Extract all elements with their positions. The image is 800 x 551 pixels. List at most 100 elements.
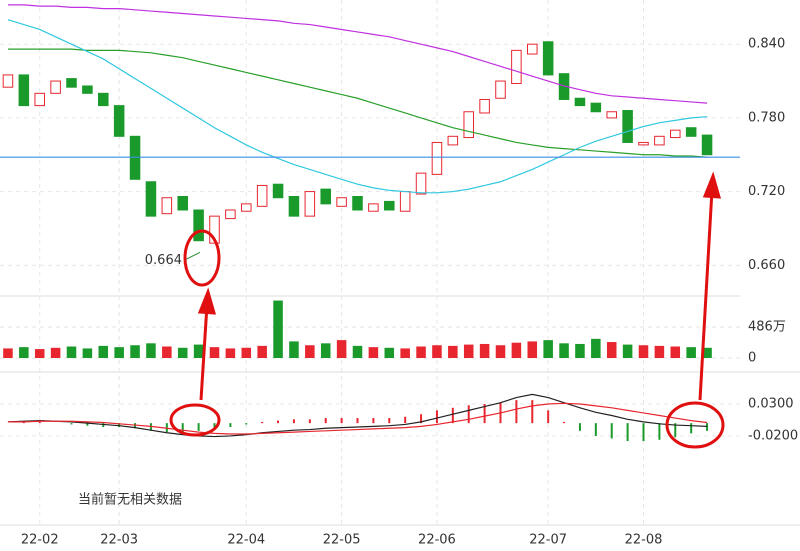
volume-bar: [479, 343, 490, 358]
x-tick-label: 22-02: [21, 533, 59, 548]
candle: [622, 110, 633, 143]
volume-bar: [416, 346, 426, 358]
candle: [606, 111, 617, 119]
x-tick-label: 22-03: [100, 533, 138, 548]
candle: [2, 74, 14, 88]
candle: [113, 105, 125, 137]
volume-bar: [606, 342, 617, 358]
candle: [447, 135, 459, 146]
volume-bar: [622, 344, 633, 358]
candle: [66, 78, 77, 88]
volume-bar: [114, 347, 124, 358]
candle: [463, 111, 474, 139]
candle: [256, 184, 268, 207]
volume-bar: [702, 347, 712, 358]
arrowhead: [702, 171, 722, 199]
candle: [431, 141, 443, 175]
candle: [177, 195, 188, 211]
candle: [527, 43, 538, 55]
volume-bar: [34, 349, 45, 358]
x-tick-label: 22-04: [227, 533, 265, 548]
x-tick-label: 22-06: [418, 533, 456, 548]
moving-average: [7, 19, 708, 194]
volume-bar: [368, 347, 379, 358]
volume-bar: [209, 347, 220, 358]
candle: [511, 49, 522, 85]
volume-bar: [432, 345, 442, 358]
volume-bar: [527, 341, 538, 358]
candle: [495, 80, 506, 99]
volume-bar: [654, 345, 665, 358]
volume-bar: [543, 340, 553, 358]
candle: [352, 195, 363, 211]
min-label: 0.664: [145, 253, 182, 268]
candle: [574, 97, 586, 107]
volume-bar: [257, 345, 267, 358]
candle: [288, 195, 300, 217]
candle: [82, 85, 93, 94]
volume-bar: [146, 343, 156, 358]
highlight-circle: [665, 401, 725, 449]
highlight-circle: [183, 229, 221, 287]
y-tick-label: 0.660: [748, 258, 785, 273]
moving-average: [7, 4, 708, 104]
volume-bar: [575, 343, 585, 358]
y-tick-label: 0.840: [748, 37, 785, 52]
candle: [34, 92, 45, 107]
volume-bar: [463, 344, 474, 358]
arrowhead: [197, 287, 217, 315]
candle: [415, 172, 427, 195]
volume-bar: [225, 348, 236, 358]
candle: [590, 102, 602, 113]
volume-bar: [320, 343, 331, 358]
candle: [241, 203, 252, 212]
volume-bar: [289, 341, 299, 358]
volume-bar: [670, 346, 681, 358]
volume-bar: [384, 347, 395, 358]
volume-bar: [82, 348, 93, 358]
candle: [193, 209, 204, 242]
x-tick-label: 22-08: [625, 533, 663, 548]
volume-bar: [448, 345, 458, 358]
x-tick-label: 22-05: [323, 533, 361, 548]
candle: [209, 215, 220, 244]
annotations: [169, 171, 725, 449]
candle: [145, 181, 157, 217]
candle: [225, 209, 236, 220]
candle: [320, 188, 331, 205]
y-tick-label: 486万: [748, 319, 786, 334]
volume-bar: [162, 346, 172, 358]
candle: [272, 183, 284, 199]
volume-bar: [511, 342, 522, 358]
y-tick-label: 0.780: [748, 110, 785, 125]
y-tick-label: 0: [748, 351, 756, 366]
volume-bar: [193, 344, 204, 358]
notice: 当前暂无相关数据: [78, 492, 182, 508]
volume-bar: [66, 346, 77, 358]
volume-bar: [3, 348, 13, 358]
candle: [304, 191, 316, 217]
candle: [98, 92, 109, 107]
volume-bar: [177, 347, 188, 358]
candle: [50, 80, 61, 94]
candle: [685, 127, 697, 137]
volume-bar: [241, 347, 252, 358]
volume-bar: [273, 300, 283, 358]
candle: [542, 41, 554, 76]
candle: [654, 135, 665, 146]
candle: [701, 134, 713, 156]
y-tick-label: 0.0300: [748, 396, 794, 411]
volume-bar: [50, 347, 61, 358]
candle: [161, 197, 173, 215]
volume-bar: [638, 345, 649, 358]
candle: [368, 203, 379, 212]
candle: [638, 141, 649, 146]
arrow: [199, 304, 209, 401]
volume-bar: [352, 345, 363, 358]
volume-bar: [98, 345, 109, 358]
candle: [479, 98, 490, 114]
arrow: [698, 189, 714, 401]
candle: [384, 200, 395, 211]
volume-bar: [336, 340, 347, 358]
